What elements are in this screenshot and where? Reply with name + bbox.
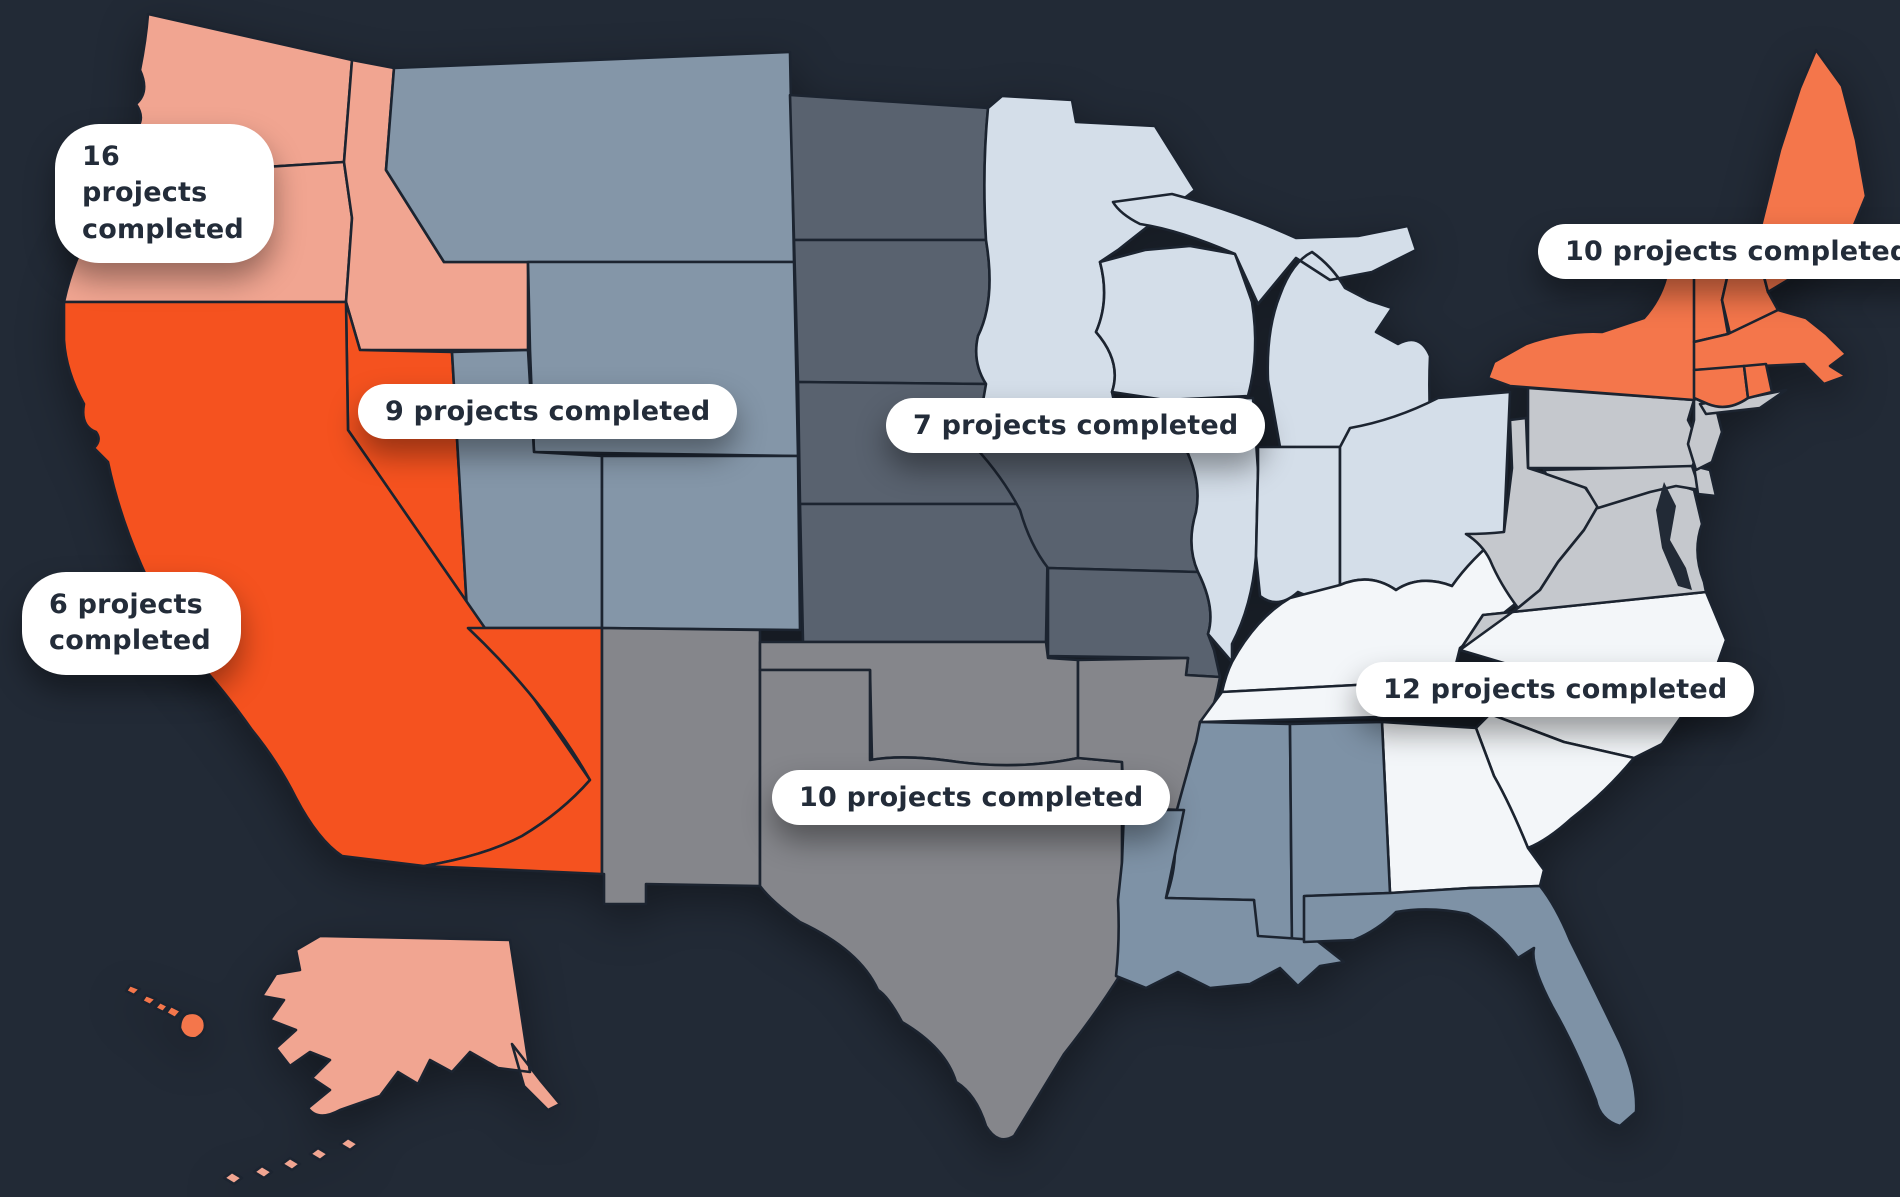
state-pennsylvania[interactable] (1526, 386, 1702, 470)
state-south-dakota[interactable] (792, 238, 991, 386)
callout-plains: 7 projects completed (886, 398, 1266, 453)
state-colorado[interactable] (600, 454, 802, 632)
state-florida[interactable] (1302, 884, 1638, 1128)
callout-mountain: 9 projects completed (358, 384, 738, 439)
state-montana[interactable] (384, 50, 796, 264)
callout-pacific-northwest: 16 projects completed (55, 124, 274, 264)
state-north-dakota[interactable] (788, 93, 990, 242)
state-rhode-island[interactable] (1742, 362, 1774, 400)
state-new-york[interactable] (1486, 266, 1712, 402)
state-virginia[interactable] (1458, 482, 1708, 652)
state-kansas[interactable] (798, 502, 1050, 644)
state-delaware[interactable] (1692, 464, 1718, 498)
state-hawaii[interactable] (124, 983, 207, 1040)
state-wisconsin[interactable] (1094, 244, 1257, 402)
callout-west: 6 projects completed (22, 572, 241, 675)
alaska-aleutian-islands[interactable] (222, 1136, 360, 1186)
state-connecticut[interactable] (1692, 364, 1750, 409)
state-indiana[interactable] (1254, 445, 1342, 604)
callout-northeast: 10 projects completed (1538, 224, 1900, 279)
state-louisiana[interactable] (1114, 808, 1346, 990)
callout-south-central: 10 projects completed (772, 770, 1171, 825)
state-new-mexico[interactable] (600, 626, 762, 906)
state-arizona[interactable] (422, 626, 604, 876)
state-georgia[interactable] (1380, 720, 1546, 895)
state-illinois[interactable] (1163, 396, 1260, 664)
chesapeake-bay-water (1656, 482, 1692, 590)
callout-southeast: 12 projects completed (1356, 662, 1755, 717)
state-michigan[interactable] (1111, 192, 1434, 449)
state-alaska[interactable] (260, 934, 562, 1117)
